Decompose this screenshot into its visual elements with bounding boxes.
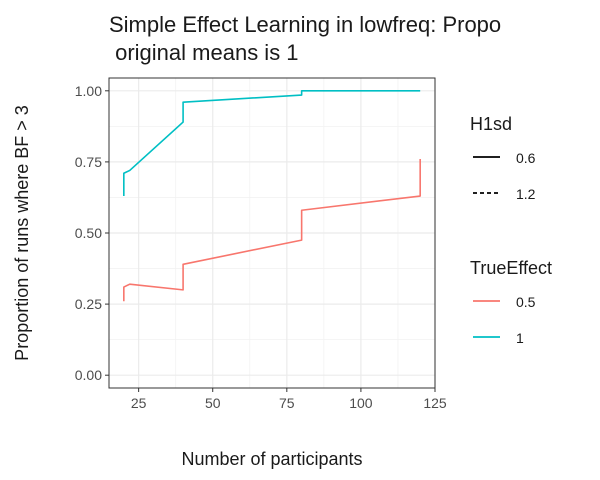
series-line-trueeffect-0-5: [123, 159, 421, 302]
y-tick-label: 0.75: [75, 154, 102, 170]
y-tick-label: 0.25: [75, 296, 102, 312]
y-tick-label: 0.50: [75, 225, 102, 241]
legend-label-h1sd: 1.2: [516, 186, 536, 202]
legend-label-trueeffect: 0.5: [516, 294, 536, 310]
y-axis-title: Proportion of runs where BF > 3: [12, 105, 32, 361]
legend-label-trueeffect: 1: [516, 330, 524, 346]
x-axis: 25 50 75 100 125: [131, 388, 447, 411]
legend-title-trueeffect: TrueEffect: [470, 258, 552, 278]
series-layer: [123, 90, 421, 302]
x-axis-title: Number of participants: [181, 449, 362, 469]
y-tick-label: 1.00: [75, 83, 102, 99]
chart-title: Simple Effect Learning in lowfreq: Propo…: [109, 12, 501, 65]
x-tick-label: 25: [131, 395, 147, 411]
y-tick-label: 0.00: [75, 367, 102, 383]
x-tick-label: 100: [349, 395, 373, 411]
title-line-2: original means is 1: [109, 40, 299, 65]
series-line-trueeffect-1: [123, 90, 421, 197]
y-axis: 0.00 0.25 0.50 0.75 1.00: [75, 83, 109, 383]
title-line-1: Simple Effect Learning in lowfreq: Propo: [109, 12, 501, 37]
legend-label-h1sd: 0.6: [516, 150, 536, 166]
legend-title-h1sd: H1sd: [470, 114, 512, 134]
x-tick-label: 50: [205, 395, 221, 411]
x-tick-label: 125: [423, 395, 447, 411]
x-tick-label: 75: [279, 395, 295, 411]
